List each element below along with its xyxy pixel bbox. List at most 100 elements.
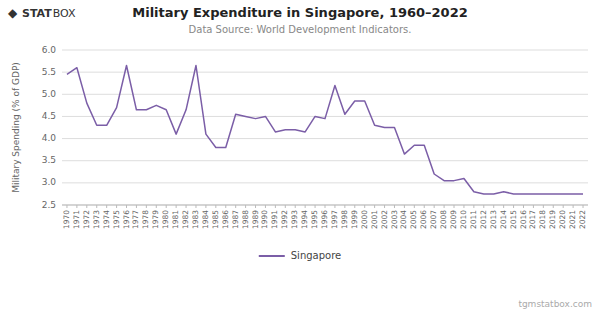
x-tick-label: 2022 [578,210,587,229]
x-tick-label: 2003 [390,210,399,229]
x-tick [404,205,405,208]
grid-line [62,94,588,95]
x-tick-label: 2019 [548,210,557,229]
x-tick [275,205,276,208]
x-tick-label: 1997 [330,210,339,229]
x-tick-label: 2011 [469,210,478,229]
y-tick-label: 6.0 [42,45,57,55]
x-tick-label: 2017 [528,210,537,229]
x-tick-label: 1994 [300,210,309,229]
x-tick-label: 1974 [102,210,111,229]
x-tick-label: 2006 [419,210,428,229]
x-tick-label: 2000 [360,210,369,229]
x-tick-label: 1987 [231,210,240,229]
y-axis-label: Military Spending (% of GDP) [11,62,21,193]
x-tick [483,205,484,208]
grid-line [62,72,588,73]
x-tick [126,205,127,208]
grid-line [62,50,588,51]
x-tick [434,205,435,208]
x-tick [156,205,157,208]
grid-line [62,138,588,139]
x-tick-label: 1993 [290,210,299,229]
y-tick-label: 3.5 [42,155,56,165]
x-tick [205,205,206,208]
x-tick [255,205,256,208]
x-tick-label: 1983 [191,210,200,229]
x-tick [394,205,395,208]
x-tick [146,205,147,208]
x-tick [473,205,474,208]
x-tick-label: 2020 [558,210,567,229]
x-tick [533,205,534,208]
x-tick [553,205,554,208]
x-tick [186,205,187,208]
x-tick [503,205,504,208]
x-tick-label: 1980 [161,210,170,229]
x-tick [106,205,107,208]
x-tick [493,205,494,208]
x-tick [245,205,246,208]
x-tick [215,205,216,208]
x-tick-label: 1981 [171,210,180,229]
x-tick [583,205,584,208]
x-tick [176,205,177,208]
x-tick-label: 2004 [399,210,408,229]
x-tick-label: 1976 [122,210,131,229]
x-tick-label: 2016 [519,210,528,229]
x-tick [305,205,306,208]
x-tick-label: 1982 [181,210,190,229]
x-tick-label: 2008 [439,210,448,229]
x-tick-label: 2007 [429,210,438,229]
x-tick-label: 1970 [62,210,71,229]
x-tick-label: 1977 [131,210,140,229]
x-tick [195,205,196,208]
x-tick [374,205,375,208]
x-tick [444,205,445,208]
x-tick-label: 1998 [340,210,349,229]
x-tick-label: 1988 [241,210,250,229]
y-tick-label: 5.5 [42,67,56,77]
background [0,0,600,314]
x-tick-label: 2015 [509,210,518,229]
x-tick [325,205,326,208]
x-tick-label: 1979 [151,210,160,229]
x-tick-label: 2001 [370,210,379,229]
x-tick [344,205,345,208]
x-tick-label: 1975 [112,210,121,229]
title: Military Expenditure in Singapore, 1960–… [132,5,468,20]
subtitle: Data Source: World Development Indicator… [189,24,412,35]
grid-line [62,182,588,183]
y-tick-label: 5.0 [42,89,57,99]
x-tick [563,205,564,208]
grid [62,50,588,205]
x-tick-label: 1989 [251,210,260,229]
plot-area [67,66,583,194]
x-tick-label: 1978 [141,210,150,229]
y-tick-label: 2.5 [42,200,56,210]
x-tick-label: 1986 [221,210,230,229]
x-tick [463,205,464,208]
logo-text: STAT [22,7,52,20]
x-tick [285,205,286,208]
x-tick-label: 2010 [459,210,468,229]
logo-mark: ◆ [8,6,18,20]
y-tick-label: 4.0 [42,133,57,143]
x-tick [86,205,87,208]
x-tick-label: 2014 [499,210,508,229]
legend: Singapore [259,250,341,261]
legend-swatch [259,255,285,257]
x-tick [414,205,415,208]
x-tick-label: 1971 [72,210,81,229]
x-tick [166,205,167,208]
x-tick [225,205,226,208]
x-tick-label: 1972 [82,210,91,229]
x-tick-label: 1996 [320,210,329,229]
x-tick-label: 1985 [211,210,220,229]
x-tick-label: 1984 [201,210,210,229]
y-tick-label: 4.5 [42,111,56,121]
x-tick-label: 2009 [449,210,458,229]
x-tick-label: 1990 [260,210,269,229]
x-tick-label: 1992 [280,210,289,229]
x-tick-label: 1995 [310,210,319,229]
